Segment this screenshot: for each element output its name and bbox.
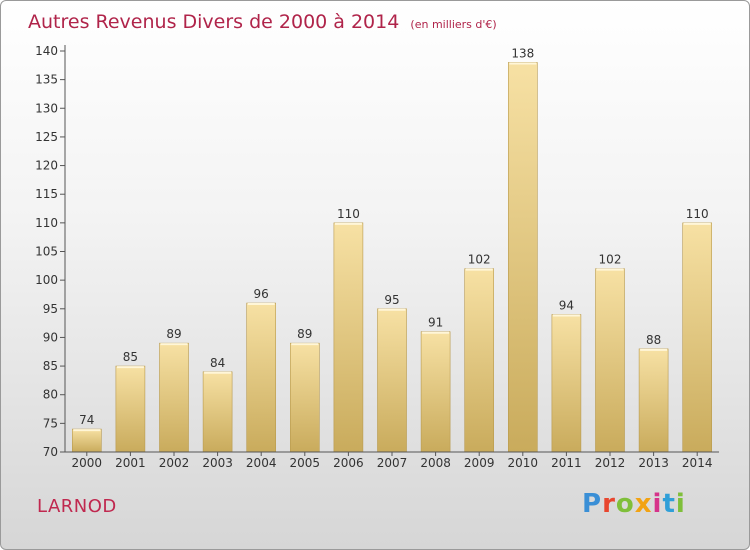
bar-2003 xyxy=(202,371,233,453)
x-tick-label: 2008 xyxy=(420,456,451,470)
brand-letter: i xyxy=(675,489,686,519)
data-label-2003: 84 xyxy=(210,356,225,370)
brand-letter: t xyxy=(662,489,676,519)
bar-2009 xyxy=(464,268,495,453)
y-tick-label: 135 xyxy=(35,73,58,87)
x-tick-label: 2004 xyxy=(246,456,277,470)
data-label-2014: 110 xyxy=(686,207,709,221)
y-tick-label: 130 xyxy=(35,101,58,115)
bar-2011 xyxy=(551,314,582,453)
bars-layer xyxy=(72,62,713,453)
bar-2000 xyxy=(72,428,102,453)
x-tick-label: 2012 xyxy=(595,456,626,470)
x-tick-label: 2003 xyxy=(202,456,233,470)
data-label-2002: 89 xyxy=(166,327,181,341)
y-tick-label: 80 xyxy=(43,388,58,402)
chart-subtitle: (en milliers d'€) xyxy=(410,18,497,31)
x-tick-label: 2005 xyxy=(290,456,321,470)
y-tick-label: 125 xyxy=(35,130,58,144)
bar-2005 xyxy=(289,342,320,453)
bar-2002 xyxy=(159,342,189,453)
x-tick-label: 2007 xyxy=(377,456,408,470)
bar-2012 xyxy=(595,268,625,453)
data-label-2011: 94 xyxy=(559,299,574,313)
chart-title: Autres Revenus Divers de 2000 à 2014 xyxy=(28,11,400,33)
location-label: LARNOD xyxy=(37,496,117,517)
data-label-2006: 110 xyxy=(337,207,360,221)
data-label-2001: 85 xyxy=(123,350,138,364)
data-label-2009: 102 xyxy=(468,253,491,267)
y-tick-label: 85 xyxy=(43,359,58,373)
bar-2001 xyxy=(115,365,146,453)
data-label-2005: 89 xyxy=(297,327,312,341)
y-tick-label: 100 xyxy=(35,273,58,287)
y-tick-label: 115 xyxy=(35,187,58,201)
data-label-2000: 74 xyxy=(79,413,94,427)
data-label-2013: 88 xyxy=(646,333,661,347)
x-tick-label: 2000 xyxy=(72,456,103,470)
data-label-2008: 91 xyxy=(428,316,443,330)
x-tick-label: 2014 xyxy=(682,456,713,470)
bar-2013 xyxy=(638,348,669,453)
data-label-2007: 95 xyxy=(384,293,399,307)
brand-letter: o xyxy=(615,489,635,519)
y-tick-label: 90 xyxy=(43,330,58,344)
y-tick-label: 105 xyxy=(35,245,58,259)
y-tick-label: 70 xyxy=(43,445,58,459)
y-tick-label: 140 xyxy=(35,44,58,58)
data-label-2012: 102 xyxy=(599,253,622,267)
brand-logo[interactable]: Proxiti xyxy=(582,489,686,519)
x-tick-label: 2002 xyxy=(159,456,190,470)
brand-letter: P xyxy=(582,489,603,519)
x-tick-label: 2001 xyxy=(115,456,146,470)
brand-letter: r xyxy=(602,489,616,519)
y-tick-label: 110 xyxy=(35,216,58,230)
x-tick-label: 2013 xyxy=(638,456,669,470)
title-block: Autres Revenus Divers de 2000 à 2014 (en… xyxy=(28,11,497,33)
x-tick-label: 2010 xyxy=(508,456,539,470)
axis-layer: 70 75 80 85 90 95 100 105 110 115 120 125 130 135 140 2… xyxy=(35,44,719,470)
brand-letter: x xyxy=(634,489,653,519)
bar-2007 xyxy=(377,308,407,453)
bar-2014 xyxy=(682,222,713,453)
bar-2008 xyxy=(420,331,451,453)
bar-2010 xyxy=(507,62,538,453)
y-tick-label: 95 xyxy=(43,302,58,316)
data-label-2004: 96 xyxy=(254,287,269,301)
y-tick-label: 120 xyxy=(35,159,58,173)
data-label-2010: 138 xyxy=(511,46,534,60)
labels-layer: 74 85 89 84 96 89 110 95 91 102 138 94 102 88 110 xyxy=(79,46,708,427)
brand-letter: i xyxy=(652,489,663,519)
x-tick-label: 2006 xyxy=(333,456,364,470)
x-tick-label: 2011 xyxy=(551,456,582,470)
y-tick-label: 75 xyxy=(43,416,58,430)
bar-2006 xyxy=(333,222,364,453)
bar-2004 xyxy=(246,302,276,453)
x-tick-label: 2009 xyxy=(464,456,495,470)
